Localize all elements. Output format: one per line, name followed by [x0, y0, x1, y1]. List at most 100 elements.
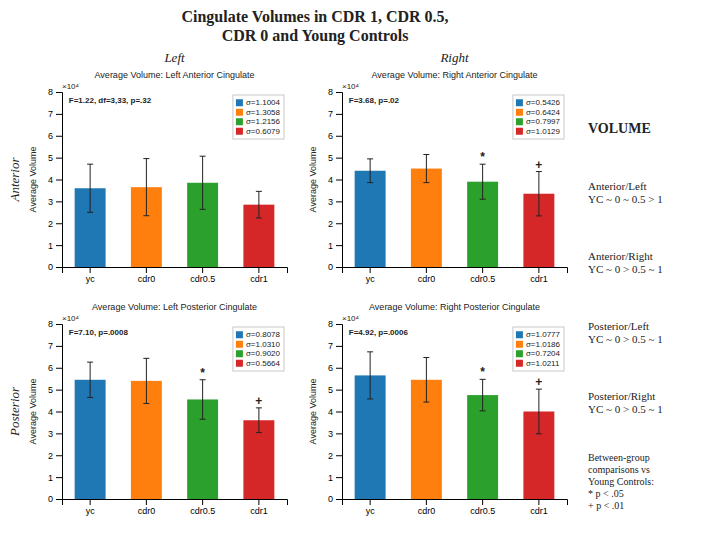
y-tick: 3: [48, 429, 62, 439]
error-bar: [423, 357, 429, 402]
stat-text: F=1.22, df=3,33, p=.32: [69, 96, 152, 105]
y-tick: 5: [48, 153, 62, 163]
x-tick: cdr0.5: [470, 499, 495, 516]
legend-label: σ=1.0310: [246, 340, 281, 349]
text-line: comparisons vs: [588, 464, 650, 475]
text-line: YC ~ 0 > 0.5 ~ 1: [588, 263, 663, 275]
text-line: Posterior/Right: [588, 390, 655, 402]
x-tick: yc: [86, 499, 96, 516]
scale-label: ×10⁴: [62, 314, 80, 323]
x-tick-mark: [370, 499, 371, 505]
legend-swatch: [516, 360, 523, 367]
y-axis-line: [336, 93, 343, 268]
y-tick: 3: [328, 197, 342, 207]
text-line: Cingulate Volumes in CDR 1, CDR 0.5,: [181, 8, 448, 26]
error-bar: [200, 380, 206, 419]
x-tick: cdr1: [530, 267, 548, 284]
y-tick-label: 1: [328, 241, 333, 251]
bar: [355, 171, 386, 267]
y-tick-mark: [336, 477, 342, 478]
y-axis-line: [336, 325, 343, 500]
y-tick-label: 3: [48, 197, 53, 207]
x-tick: cdr0.5: [190, 267, 215, 284]
legend-label: σ=1.0211: [526, 359, 560, 368]
subplot-title: Average Volume: Left Anterior Cingulate: [95, 70, 255, 80]
x-tick-label: cdr1: [250, 506, 268, 516]
column-label: Right: [439, 50, 469, 65]
y-tick: 8: [48, 319, 62, 329]
scale-label: ×10⁴: [62, 82, 80, 91]
subplot: yccdr0cdr0.5cdr1012345678Average VolumeA…: [308, 70, 568, 284]
x-axis: yccdr0cdr0.5cdr1: [343, 499, 568, 516]
error-bar: [367, 352, 373, 399]
legend-label: σ=0.5664: [246, 359, 281, 368]
y-tick: 2: [48, 219, 62, 229]
y-tick-label: 1: [48, 473, 53, 483]
text-line: Posterior/Left: [588, 320, 649, 332]
x-tick-mark: [202, 267, 203, 273]
x-tick-label: yc: [86, 506, 96, 516]
y-tick-label: 0: [328, 494, 333, 504]
x-tick-mark: [202, 499, 203, 505]
error-bar: [480, 164, 486, 199]
y-tick: 7: [48, 341, 62, 351]
y-tick-mark: [56, 136, 62, 137]
x-tick-label: cdr1: [530, 506, 548, 516]
y-axis-label: Average Volume: [28, 379, 38, 445]
y-tick-label: 3: [328, 197, 333, 207]
text-line: * p < .05: [588, 488, 624, 499]
y-tick-mark: [336, 390, 342, 391]
error-bar: [87, 362, 93, 397]
y-tick-mark: [336, 92, 342, 93]
legend-label: σ=0.5426: [526, 98, 561, 107]
panel-text: Between-groupcomparisons vsYoung Control…: [588, 452, 654, 511]
text-line: Anterior/Left: [588, 180, 647, 192]
y-tick-label: 4: [328, 407, 333, 417]
error-bar: [87, 164, 93, 212]
legend-swatch: [236, 350, 243, 357]
legend-label: σ=0.8078: [246, 330, 281, 339]
y-tick-label: 8: [328, 87, 333, 97]
x-tick-label: cdr0: [138, 506, 156, 516]
stat-text: F=4.92, p=.0006: [349, 328, 409, 337]
x-tick: cdr0.5: [190, 499, 215, 516]
y-tick-mark: [336, 412, 342, 413]
x-tick: cdr0: [138, 499, 156, 516]
y-tick-label: 5: [328, 385, 333, 395]
text-line: Anterior/Right: [588, 250, 653, 262]
y-tick-label: 3: [48, 429, 53, 439]
error-bar: [256, 408, 262, 433]
y-axis: 012345678: [48, 319, 63, 504]
y-tick: 6: [48, 363, 62, 373]
legend: σ=1.0777σ=1.0186σ=0.7204σ=1.0211: [513, 327, 564, 371]
error-bar: [423, 155, 429, 183]
x-tick-label: cdr0: [418, 506, 436, 516]
y-axis-label: Average Volume: [28, 147, 38, 213]
y-tick-mark: [56, 92, 62, 93]
x-tick-mark: [426, 499, 427, 505]
legend-label: σ=0.7997: [526, 117, 561, 126]
legend-label: σ=0.7204: [526, 349, 561, 358]
y-tick-label: 0: [48, 494, 53, 504]
text-line: YC ~ 0 > 0.5 ~ 1: [588, 403, 663, 415]
legend-label: σ=0.6424: [526, 108, 561, 117]
x-tick-mark: [146, 499, 147, 505]
y-tick-mark: [56, 245, 62, 246]
y-tick: 4: [48, 175, 62, 185]
x-tick: cdr1: [250, 267, 268, 284]
subplot-title: Average Volume: Right Anterior Cingulate: [372, 70, 538, 80]
x-axis-line: [63, 500, 288, 506]
y-tick: 2: [328, 219, 342, 229]
x-tick-label: cdr0.5: [190, 506, 215, 516]
y-axis: 012345678: [328, 87, 343, 272]
bar-annotation: +: [535, 375, 542, 389]
y-tick: 7: [328, 109, 342, 119]
stat-text: F=3.68, p=.02: [349, 96, 400, 105]
legend-swatch: [236, 341, 243, 348]
y-tick-mark: [56, 267, 62, 268]
y-axis-line: [56, 93, 63, 268]
legend-box: [233, 95, 284, 139]
x-axis-line: [63, 268, 288, 274]
x-tick: cdr0: [138, 267, 156, 284]
y-tick: 7: [48, 109, 62, 119]
